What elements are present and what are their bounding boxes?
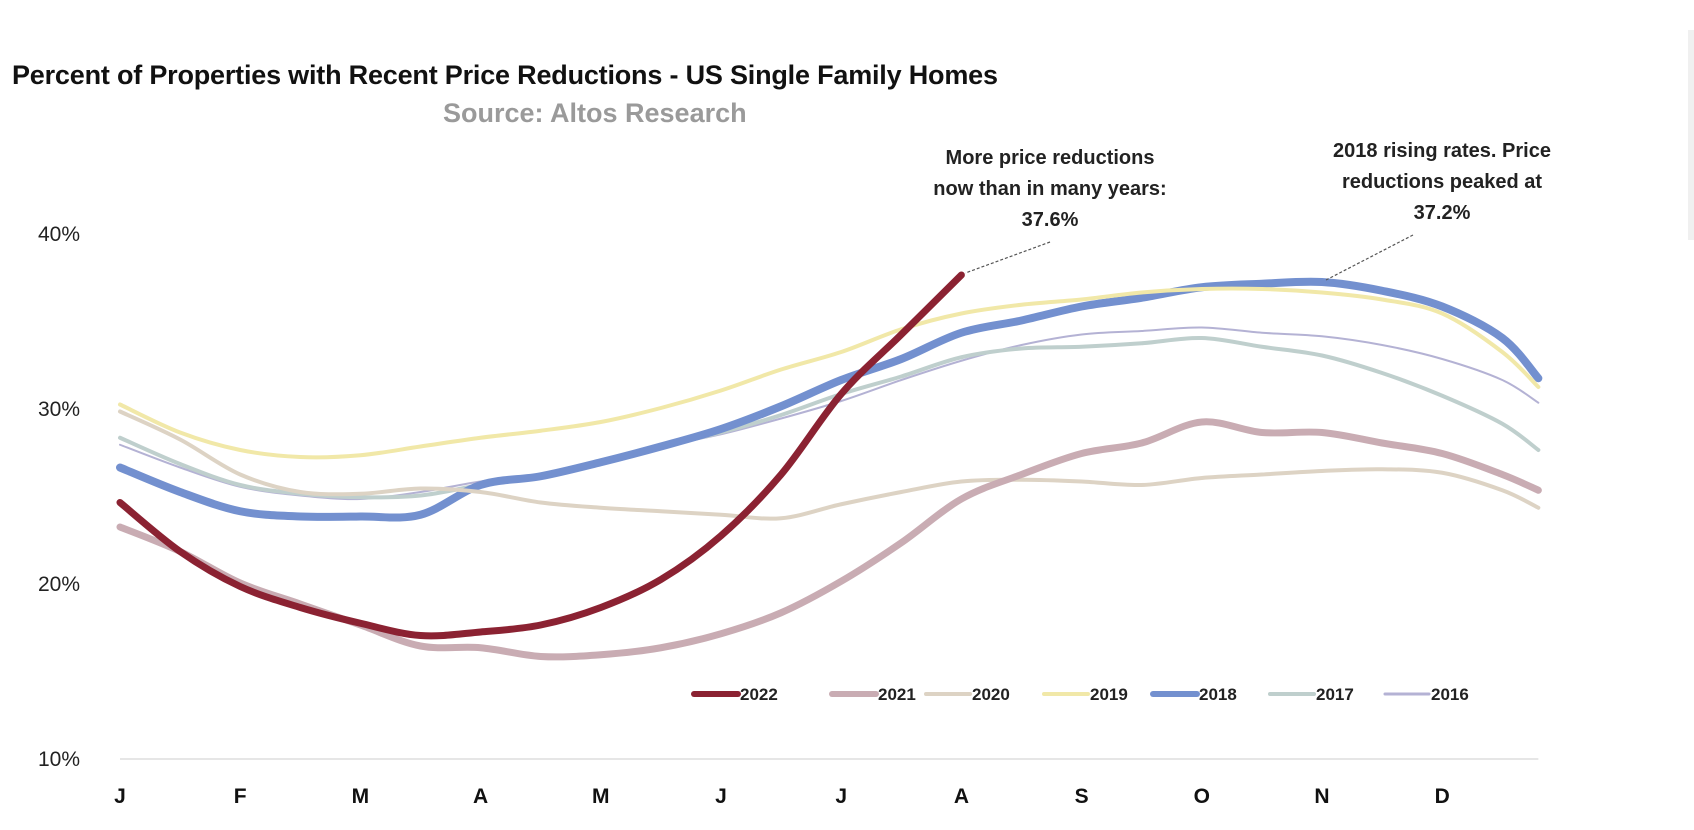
y-tick-label: 40% — [38, 223, 80, 246]
x-tick-label: J — [715, 785, 727, 808]
legend-label: 2017 — [1316, 685, 1354, 704]
annotation-2018-peak: 2018 rising rates. Price reductions peak… — [1282, 136, 1602, 229]
x-tick-label: O — [1194, 785, 1210, 808]
annotation-2022-peak: More price reductions now than in many y… — [900, 143, 1200, 236]
y-axis: 40% 30% 20% 10% — [38, 223, 80, 771]
annotation-leaders — [965, 234, 1414, 281]
y-tick-label: 10% — [38, 748, 80, 771]
x-tick-label: J — [835, 785, 847, 808]
chart-subtitle: Source: Altos Research — [443, 98, 747, 128]
legend: 2022 2021 2020 2019 2018 2017 2016 — [691, 685, 1469, 704]
x-tick-label: A — [473, 785, 488, 808]
legend-label: 2022 — [740, 685, 778, 704]
legend-item-2019: 2019 — [1042, 685, 1128, 704]
series-group — [116, 271, 1543, 661]
x-tick-label: M — [352, 785, 370, 808]
series-line-2020 — [118, 409, 1541, 521]
y-tick-label: 20% — [38, 573, 80, 596]
annotation-line: 2018 rising rates. Price — [1333, 140, 1551, 162]
legend-label: 2021 — [878, 685, 916, 704]
y-tick-label: 30% — [38, 398, 80, 421]
legend-item-2021: 2021 — [829, 685, 916, 704]
legend-item-2020: 2020 — [924, 685, 1010, 704]
legend-item-2017: 2017 — [1268, 685, 1354, 704]
legend-item-2016: 2016 — [1383, 685, 1469, 704]
annotation-leader-line — [1325, 234, 1414, 281]
x-tick-label: A — [954, 785, 969, 808]
annotation-line: reductions peaked at — [1341, 171, 1543, 193]
annotation-line: 37.6% — [1021, 209, 1079, 231]
annotation-line: More price reductions — [945, 147, 1155, 169]
series-line-2017 — [118, 335, 1541, 500]
legend-label: 2016 — [1431, 685, 1469, 704]
x-tick-label: F — [234, 785, 247, 808]
legend-item-2022: 2022 — [691, 685, 778, 704]
x-tick-label: M — [592, 785, 610, 808]
legend-label: 2020 — [972, 685, 1010, 704]
legend-label: 2018 — [1199, 685, 1237, 704]
series-line-2022 — [116, 271, 965, 640]
series-line-2019 — [118, 286, 1541, 460]
annotation-line: now than in many years: — [933, 178, 1167, 200]
annotation-line: 37.2% — [1413, 202, 1471, 224]
legend-label: 2019 — [1090, 685, 1128, 704]
x-tick-label: S — [1075, 785, 1089, 808]
x-tick-label: N — [1314, 785, 1329, 808]
series-line-2018 — [116, 277, 1543, 522]
x-tick-label: J — [114, 785, 126, 808]
x-tick-label: D — [1435, 785, 1450, 808]
legend-item-2018: 2018 — [1150, 685, 1237, 704]
window-edge — [1688, 30, 1694, 240]
chart-title: Percent of Properties with Recent Price … — [12, 60, 998, 90]
annotation-leader-line — [965, 241, 1051, 274]
